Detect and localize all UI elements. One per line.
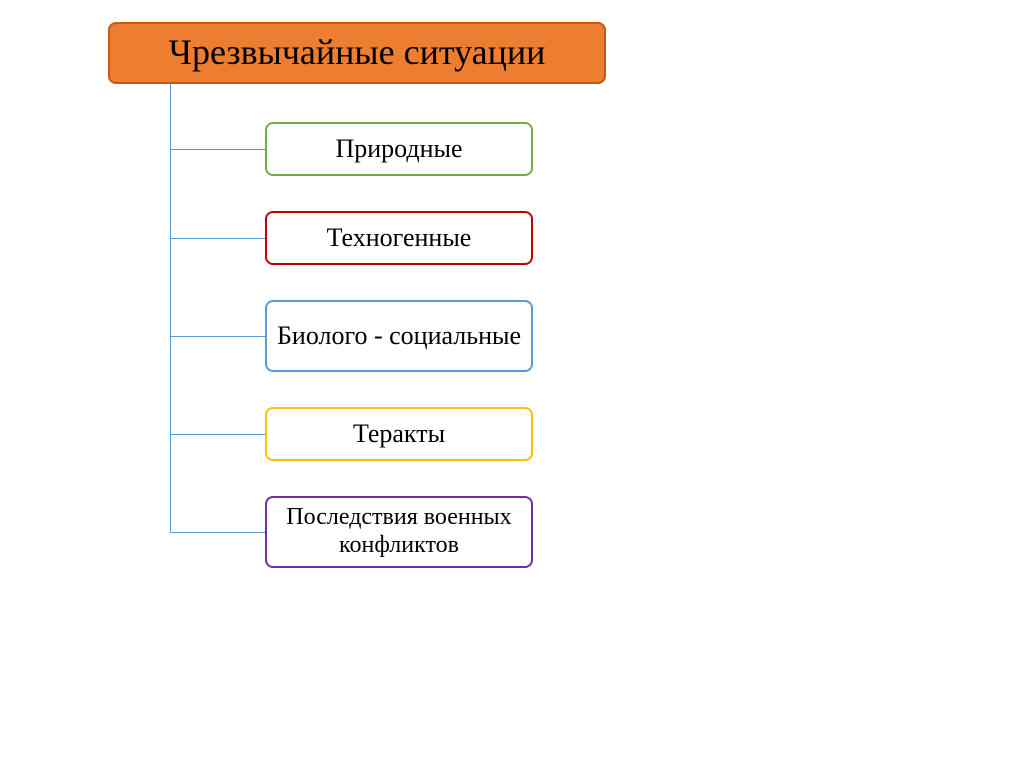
child-node-label: Последствия военных конфликтов	[275, 504, 523, 559]
root-node-label: Чрезвычайные ситуации	[169, 32, 546, 73]
connector-elbow	[170, 238, 265, 239]
child-node: Природные	[265, 122, 533, 176]
root-node: Чрезвычайные ситуации	[108, 22, 606, 84]
connector-elbow	[170, 532, 265, 533]
connector-elbow	[170, 336, 265, 337]
child-node-label: Биолого - социальные	[277, 321, 521, 351]
connector-elbow	[170, 434, 265, 435]
child-node: Последствия военных конфликтов	[265, 496, 533, 568]
child-node-label: Природные	[335, 134, 462, 164]
child-node: Теракты	[265, 407, 533, 461]
child-node-label: Техногенные	[327, 223, 472, 253]
connector-elbow	[170, 149, 265, 150]
child-node-label: Теракты	[353, 419, 445, 449]
connector-trunk	[170, 84, 171, 533]
child-node: Биолого - социальные	[265, 300, 533, 372]
child-node: Техногенные	[265, 211, 533, 265]
